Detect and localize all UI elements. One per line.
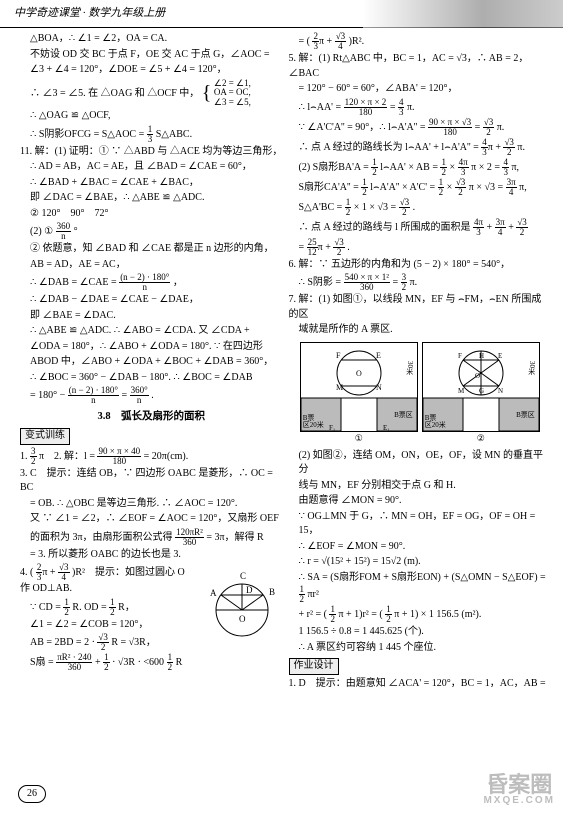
text-line: ∴ 点 A 经过的路线长为 l⌢AA' + l⌢A'A'' = 43π + √3… — [289, 138, 552, 157]
text-line: 又 ∵ ∠1 = ∠2，∴ ∠EOF = ∠AOC = 120°，又扇形 OEF — [20, 512, 283, 527]
text-line: ∵ ∠A'C'A'' = 90°，∴ l⌢A'A'' = 90 × π × √3… — [289, 118, 552, 137]
text-line: ∠ODA = 180°，∴ ∠ABO + ∠ODA = 180°. ∵ 在四边形 — [20, 340, 283, 355]
svg-text:E: E — [498, 352, 502, 360]
figure-2-wrap: O F H E M G N 30米 B票 区20米 B票区 ② — [422, 342, 540, 445]
svg-text:N: N — [498, 387, 503, 395]
text-line: ∴ △ABE ≌ △ADC. ∴ ∠ABO = ∠CDA. 又 ∠CDA + — [20, 324, 283, 339]
header-title: 中学奇迹课堂 · 数学九年级上册 — [14, 6, 165, 22]
svg-text:F₁: F₁ — [329, 424, 335, 431]
text-line: 1 156.5 ÷ 0.8 = 1 445.625 (个). — [289, 625, 552, 640]
svg-text:O: O — [356, 369, 362, 378]
text-line: = 3. 所以菱形 OABC 的边长也是 3. — [20, 548, 283, 563]
label-D: D — [246, 585, 253, 595]
text-line: 3. C 提示：连结 OB，∵ 四边形 OABC 是菱形，∴ OC = BC — [20, 467, 283, 496]
figure-1: O F M E N F₁ E₁ 30米 B票 区20米 B票区 — [300, 342, 418, 432]
text-line: ∴ ∠BAD + ∠BAC = ∠CAE + ∠BAC， — [20, 176, 283, 191]
text-line: ∴ △OAG ≌ △OCF, — [20, 109, 283, 124]
svg-text:E: E — [376, 351, 381, 360]
text-line: 1. D 提示：由题意知 ∠ACA' = 120°，BC = 1，AC，AB = — [289, 677, 552, 692]
figure-2-label: ② — [422, 432, 540, 445]
label-C: C — [240, 571, 246, 581]
text-line: ABOD 中，∠ABO + ∠ODA + ∠BOC + ∠DAB = 360°， — [20, 355, 283, 370]
text-line: 线与 MN，EF 分别相交于点 G 和 H. — [289, 479, 552, 494]
text-line: ∴ A 票区约可容纳 1 445 个座位. — [289, 641, 552, 656]
text-line: 6. 解：∵ 五边形的内角和为 (5 − 2) × 180° = 540°， — [289, 258, 552, 273]
page-header: 中学奇迹课堂 · 数学九年级上册 — [0, 0, 563, 28]
text-line: = 180° − (n − 2) · 180°n = 360°n . — [20, 386, 283, 405]
svg-text:M: M — [336, 383, 343, 392]
svg-text:F: F — [336, 351, 341, 360]
text-line: = OB. ∴ △OBC 是等边三角形. ∴ ∠AOC = 120°. — [20, 497, 283, 512]
header-decoration — [363, 0, 563, 28]
text-line: △BOA，∴ ∠1 = ∠2，OA = CA. — [20, 32, 283, 47]
text-line: ∴ S阴影OFCG = S△AOC = 13 S△ABC. — [20, 125, 283, 144]
text-line: S扇 = πR² · 240360 + 12 · √3R · <600 12 R — [20, 653, 283, 672]
right-column: = ( 23π + √34 )R². 5. 解：(1) Rt△ABC 中，BC … — [289, 32, 552, 768]
text-line: 即 ∠DAC = ∠BAE，∴ △ABE ≌ △ADC. — [20, 191, 283, 206]
text-line: ∴ ∠DAB = ∠CAE = (n − 2) · 180°n ， — [20, 273, 283, 292]
text-line: ∴ ∠DAB − ∠DAE = ∠CAE − ∠DAE， — [20, 293, 283, 308]
text-line: = 2512π + √32 . — [289, 238, 552, 257]
figure-1-label: ① — [300, 432, 418, 445]
text-line: 7. 解：(1) 如图①，以线段 MN，EF 与 ⌢FM，⌢EN 所围成的区 — [289, 293, 552, 322]
text-line: 的面积为 3π，由扇形面积公式得 120πR²360 = 3π，解得 R — [20, 528, 283, 547]
text-line: + r² = ( 12 π + 1)r² = ( 12 π + 1) × 1 1… — [289, 605, 552, 624]
text-line: ② 120° 90° 72° — [20, 207, 283, 222]
figure-pair: O F M E N F₁ E₁ 30米 B票 区20米 B票区 ① — [289, 342, 552, 445]
figure-1-wrap: O F M E N F₁ E₁ 30米 B票 区20米 B票区 ① — [300, 342, 418, 445]
text-line: ∴ AD = AB，AC = AE，且 ∠BAD = ∠CAE = 60°， — [20, 160, 283, 175]
content-columns: △BOA，∴ ∠1 = ∠2，OA = CA. 不妨设 OD 交 BC 于点 F… — [0, 28, 563, 768]
text-line: = ( 23π + √34 )R². — [289, 32, 552, 51]
zuoye-label: 作业设计 — [289, 658, 339, 675]
text-line: ② 依题意，知 ∠BAD 和 ∠CAE 都是正 n 边形的内角， — [20, 242, 283, 257]
section-title: 3.8 弧长及扇形的面积 — [20, 409, 283, 424]
text-line: ∴ r = √(15² + 15²) = 15√2 (m). — [289, 555, 552, 570]
text-line: (2) S扇形BA'A = 12 l⌢AA' × AB = 12 × 4π3 π… — [289, 158, 552, 177]
svg-text:M: M — [458, 387, 465, 395]
svg-text:F: F — [458, 352, 462, 360]
figure-2: O F H E M G N 30米 B票 区20米 B票区 — [422, 342, 540, 432]
label-O: O — [239, 614, 246, 624]
text-line: ∴ S阴影 = 540 × π × 1²360 = 32 π. — [289, 273, 552, 292]
text-line: S△A'BC = 12 × 1 × √3 = √32 . — [289, 198, 552, 217]
label-A: A — [210, 588, 217, 598]
text-line: ∴ ∠EOF = ∠MON = 90°. — [289, 540, 552, 555]
text-line: S扇形CA'A'' = 12 l⌢A'A'' × A'C' = 12 × √32… — [289, 178, 552, 197]
page-number: 26 — [18, 785, 46, 804]
svg-text:O: O — [475, 372, 480, 380]
text-line: ∴ SA = (S扇形FOM + S扇形EON) + (S△OMN − S△EO… — [289, 571, 552, 605]
bianshi-label: 变式训练 — [20, 428, 70, 445]
text-line: 由题意得 ∠MON = 90°. — [289, 494, 552, 509]
left-column: △BOA，∴ ∠1 = ∠2，OA = CA. 不妨设 OD 交 BC 于点 F… — [20, 32, 283, 768]
text-line: ∴ ∠BOC = 360° − ∠DAB − 180°. ∴ ∠BOC = ∠D… — [20, 371, 283, 386]
text-line: (2) ① 360n ° — [20, 222, 283, 241]
text-line: 不妨设 OD 交 BC 于点 F，OE 交 AC 于点 G，∠AOC = — [20, 48, 283, 63]
text-line: ∴ l⌢AA' = 120 × π × 2180 = 43 π. — [289, 98, 552, 117]
svg-text:G: G — [479, 387, 484, 395]
label-B: B — [269, 587, 275, 597]
circle-figure: C A D B O — [201, 565, 283, 640]
text-line: AB = AD，AE = AC， — [20, 258, 283, 273]
text-line: ∴ ∠3 = ∠5. 在 △OAG 和 △OCF 中， { ∠2 = ∠1, O… — [20, 79, 283, 109]
text-line: = 120° − 60° = 60°，∠ABA' = 120°， — [289, 82, 552, 97]
text-line: 5. 解：(1) Rt△ABC 中，BC = 1，AC = √3，∴ AB = … — [289, 52, 552, 81]
text-line: ∠3 + ∠4 = 120°，∠DOE = ∠5 + ∠4 = 120°， — [20, 63, 283, 78]
svg-text:N: N — [376, 383, 382, 392]
text-line: 域就是所作的 A 票区. — [289, 323, 552, 338]
svg-text:H: H — [479, 352, 484, 360]
text-line: 11. 解：(1) 证明：① ∵ △ABD 与 △ACE 均为等边三角形， — [20, 145, 283, 160]
text-line: ∵ OG⊥MN 于 G，∴ MN = OH，EF = OG，OF = OH = … — [289, 510, 552, 539]
text-line: ∴ 点 A 经过的路线与 l 所围成的面积是 4π3 + 3π4 + √32 — [289, 218, 552, 237]
text-line: 1. 32 π 2. 解：l = 90 × π × 40180 = 20π(cm… — [20, 447, 283, 466]
text-line: (2) 如图②，连结 OM，ON，OE，OF，设 MN 的垂直平分 — [289, 449, 552, 478]
svg-text:E₁: E₁ — [383, 424, 390, 431]
text-line: 即 ∠BAE = ∠DAC. — [20, 309, 283, 324]
watermark: 昏案圈 MXQE.COM — [483, 775, 555, 805]
